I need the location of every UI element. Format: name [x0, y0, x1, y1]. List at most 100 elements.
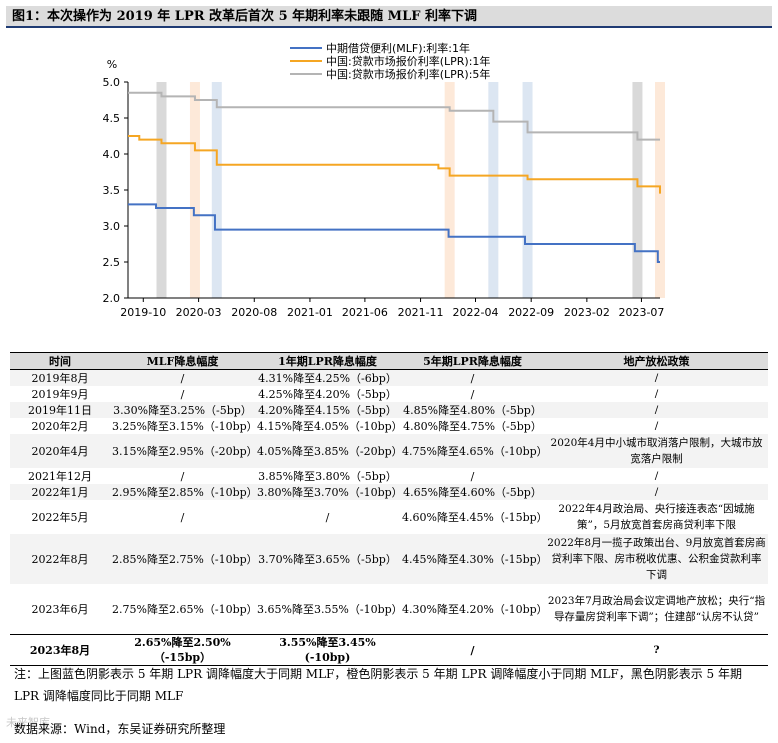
cell-lpr-5y: /: [470, 469, 475, 483]
cell-time: 2023年8月: [10, 634, 110, 666]
cell-mlf: 2.65%降至2.50%（-15bp）: [110, 634, 255, 666]
cell-policy: 2020年4月中小城市取消落户限制，大城市放宽落户限制: [545, 434, 768, 468]
cell-time: 2022年8月: [10, 534, 110, 584]
table-row: 2022年1月 2.95%降至2.85%（-10bp） 3.80%降至3.70%（-…: [10, 484, 768, 500]
cell-time: 2020年4月: [10, 434, 110, 468]
y-tick-label: 2.5: [103, 256, 121, 269]
cell-lpr-5y: 4.65%降至4.60%（-5bp）: [400, 484, 545, 500]
cell-mlf: /: [180, 469, 185, 483]
legend-label-2: 中国:贷款市场报价利率(LPR):5年: [326, 67, 490, 81]
table-row: 2023年6月 2.75%降至2.65%（-10bp） 3.65%降至3.55%（-…: [10, 584, 768, 635]
table-header-row: 时间 MLF降息幅度 1年期LPR降息幅度 5年期LPR降息幅度 地产放松政策: [10, 352, 768, 370]
cell-lpr-1y: 3.55%降至3.45%(-10bp): [255, 634, 400, 666]
cell-lpr-5y: /: [400, 634, 545, 666]
cell-mlf: /: [110, 369, 255, 386]
cell-mlf: 3.15%降至2.95%（-20bp）: [110, 434, 258, 468]
cell-lpr-1y: 4.31%降至4.25%（-6bp）: [255, 369, 400, 386]
cell-lpr-1y: 3.80%降至3.70%（-10bp）: [255, 484, 403, 500]
cell-lpr-1y: 4.20%降至4.15%（-5bp）: [255, 402, 400, 418]
shade-band-blue: [488, 82, 499, 298]
y-tick-label: 5.0: [103, 76, 121, 89]
series-line-2: [128, 91, 660, 141]
cell-lpr-5y: /: [400, 369, 545, 386]
y-tick-label: 4.0: [103, 148, 121, 161]
x-tick-label: 2021-06: [342, 306, 388, 319]
rate-line-chart: 2.0 2.5 3.0 3.5 4.0 4.5 5.0% 2019-10 2020-03 2020…: [103, 41, 665, 319]
cell-lpr-5y: 4.80%降至4.75%（-5bp）: [403, 419, 542, 433]
cell-policy: /: [654, 470, 659, 482]
x-tick-label: 2020-08: [231, 306, 277, 319]
cell-lpr-5y: 4.30%降至4.20%（-10bp）: [402, 602, 548, 616]
legend-label-1: 中国:贷款市场报价利率(LPR):1年: [326, 54, 490, 68]
header-policy: 地产放松政策: [545, 352, 768, 370]
x-tick-label: 2020-03: [176, 306, 222, 319]
cell-policy: ?: [545, 634, 768, 666]
table-row: 2020年4月 3.15%降至2.95%（-20bp） 4.05%降至3.85%（-…: [10, 434, 768, 468]
shade-band-blue: [211, 82, 222, 298]
series-line-0: [128, 203, 660, 263]
table-row: 2022年5月 / / 4.60%降至4.45%（-15bp） 2022年4月政治局、央…: [10, 500, 768, 534]
cell-mlf: /: [180, 510, 185, 524]
cell-lpr-1y: 3.65%降至3.55%（-10bp）: [257, 602, 403, 616]
series-line-1: [128, 135, 661, 194]
cell-mlf: 3.25%降至3.15%（-10bp）: [112, 419, 258, 433]
cell-policy: 2022年4月政治局、央行接连表态“因城施策”，5月放宽首套房商贷利率下限: [558, 503, 755, 531]
cell-mlf: 2.75%降至2.65%（-10bp）: [112, 602, 258, 616]
cell-time: 2023年6月: [31, 602, 89, 616]
watermark: 未来智库: [6, 716, 50, 729]
x-tick-label: 2023-07: [618, 306, 664, 319]
table-body: 2019年8月/4.31%降至4.25%（-6bp） //2019年9月/4.25…: [10, 369, 768, 666]
cell-mlf: 2.95%降至2.85%（-10bp）: [110, 484, 258, 500]
shade-band-orange: [189, 82, 200, 298]
cell-policy: /: [654, 388, 659, 400]
table-row: 2022年8月 2.85%降至2.75%（-10bp） 3.70%降至3.65%（-…: [10, 534, 768, 584]
header-lpr-1y: 1年期LPR降息幅度: [255, 352, 400, 370]
rate-cut-table: 时间 MLF降息幅度 1年期LPR降息幅度 5年期LPR降息幅度 地产放松政策 …: [10, 352, 768, 666]
x-tick-label: 2023-02: [564, 306, 610, 319]
cell-time: 2022年5月: [31, 510, 89, 524]
cell-time: 2020年2月: [31, 419, 89, 433]
header-mlf: MLF降息幅度: [110, 352, 255, 370]
cell-mlf: 3.30%降至3.25%（-5bp）: [110, 402, 255, 418]
y-tick-label: 4.5: [103, 112, 121, 125]
x-tick-label: 2019-10: [120, 306, 166, 319]
cell-mlf: /: [180, 387, 185, 401]
header-lpr-5y: 5年期LPR降息幅度: [400, 352, 545, 370]
y-tick-label: 3.0: [103, 220, 121, 233]
cell-lpr-1y: 4.15%降至4.05%（-10bp）: [257, 419, 403, 433]
cell-policy: /: [654, 420, 659, 432]
cell-lpr-5y: /: [470, 387, 475, 401]
table-row: 2021年12月 / 3.85%降至3.80%（-5bp） / /: [10, 468, 768, 484]
legend-label-0: 中期借贷便利(MLF):利率:1年: [326, 41, 470, 55]
x-tick-label: 2022-09: [508, 306, 554, 319]
cell-lpr-5y: 4.75%降至4.65%（-10bp）: [400, 434, 548, 468]
x-tick-label: 2021-01: [287, 306, 333, 319]
cell-time: 2019年8月: [10, 369, 110, 386]
shade-band-orange: [444, 82, 455, 298]
cell-policy: /: [545, 369, 768, 386]
header-time: 时间: [10, 352, 110, 370]
cell-policy: 2023年7月政治局会议定调地产放松；央行“指导存量房贷利率下调”；住建部“认房…: [547, 595, 766, 623]
cell-mlf: 2.85%降至2.75%（-10bp）: [110, 534, 258, 584]
table-row: 2019年9月 / 4.25%降至4.20%（-5bp） / /: [10, 386, 768, 402]
cell-lpr-5y: 4.85%降至4.80%（-5bp）: [400, 402, 545, 418]
cell-lpr-1y: 3.70%降至3.65%（-5bp）: [255, 534, 400, 584]
cell-time: 2019年9月: [31, 387, 89, 401]
y-tick-label: 3.5: [103, 184, 121, 197]
table-row: 2019年8月/4.31%降至4.25%（-6bp） / /: [10, 369, 768, 386]
shade-band-blue: [522, 82, 533, 298]
cell-lpr-1y: 3.85%降至3.80%（-5bp）: [258, 469, 397, 483]
table-row: 2020年2月 3.25%降至3.15%（-10bp） 4.15%降至4.05%（-…: [10, 418, 768, 434]
data-source: 数据来源：Wind，东吴证券研究所整理: [14, 722, 226, 736]
cell-time: 2019年11日: [10, 402, 110, 418]
chart-note: 注：上图蓝色阴影表示 5 年期 LPR 调降幅度大于同期 MLF，橙色阴影表示 …: [14, 667, 743, 703]
cell-policy: /: [545, 402, 768, 418]
table-row: 2023年8月 2.65%降至2.50%（-15bp） 3.55%降至3.45%(-…: [10, 634, 768, 666]
cell-time: 2022年1月: [10, 484, 110, 500]
x-tick-label: 2021-11: [398, 306, 444, 319]
cell-lpr-1y: /: [325, 510, 330, 524]
cell-lpr-5y: 4.45%降至4.30%（-15bp）: [400, 534, 548, 584]
figure-title: 图1：本次操作为 2019 年 LPR 改革后首次 5 年期利率未跟随 MLF …: [6, 6, 772, 28]
cell-lpr-1y: 4.05%降至3.85%（-20bp）: [255, 434, 403, 468]
shade-band-black: [632, 82, 643, 298]
